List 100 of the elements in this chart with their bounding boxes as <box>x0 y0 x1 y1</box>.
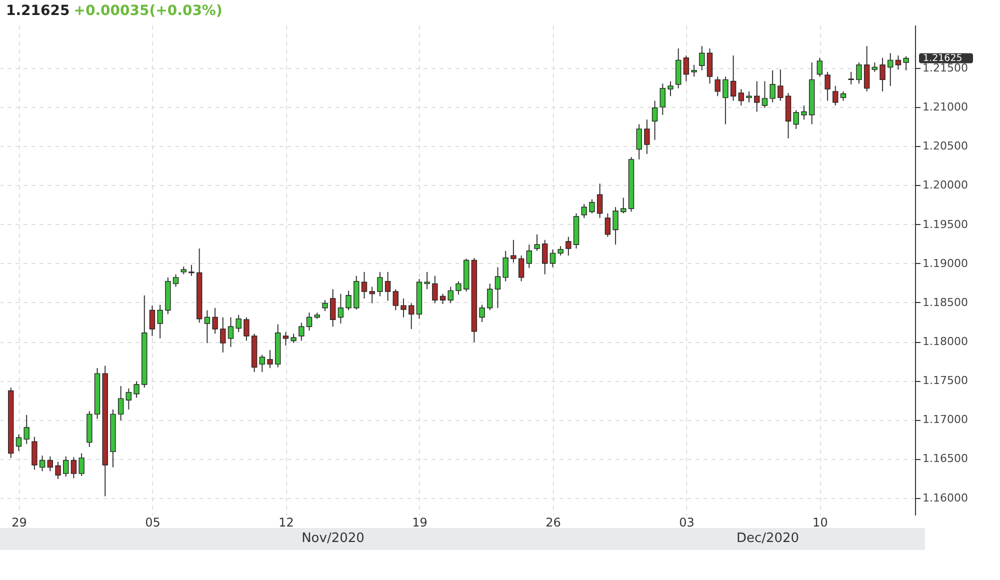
x-tick-label: 05 <box>145 516 160 530</box>
candlestick <box>706 48 713 84</box>
candlestick <box>880 57 886 92</box>
x-tick-label: 12 <box>278 516 294 530</box>
candlestick <box>534 234 540 252</box>
candlestick <box>392 288 399 311</box>
chart-title: 1.21625 <box>6 3 70 19</box>
candlestick <box>903 56 909 71</box>
x-tick-label: 29 <box>12 516 27 530</box>
candlestick <box>400 298 406 318</box>
candlestick <box>456 280 462 296</box>
candlestick <box>188 264 194 276</box>
candlestick <box>157 304 163 339</box>
y-tick-label: 1.17500 <box>922 374 968 388</box>
candlestick <box>542 239 548 275</box>
text: Nov/2020 <box>302 531 364 546</box>
candlestick <box>487 283 493 311</box>
candlestick <box>793 110 799 130</box>
candlestick <box>55 461 61 480</box>
candlestick <box>864 46 870 92</box>
candlestick <box>361 271 368 300</box>
candlestick <box>448 286 454 304</box>
candlestick <box>236 314 242 333</box>
candlestick <box>762 80 768 108</box>
x-tick-label: 03 <box>679 516 694 530</box>
x-tick-label: 10 <box>812 516 828 530</box>
y-tick-label: 1.16500 <box>922 452 968 466</box>
y-tick-label: 1.17000 <box>922 413 968 426</box>
y-tick-label: 1.21000 <box>922 100 968 114</box>
candlestick <box>770 70 776 103</box>
candlestick <box>832 85 838 106</box>
candlestick <box>550 248 556 268</box>
candlestick <box>620 197 626 214</box>
candlestick <box>134 380 140 398</box>
candlestick <box>581 203 587 219</box>
candlestick <box>259 354 266 372</box>
candlestick <box>16 434 22 452</box>
candlestick <box>70 456 77 479</box>
candlestick <box>824 71 830 102</box>
candlestick <box>47 456 53 472</box>
candlestick <box>330 288 336 328</box>
x-tick-label: 26 <box>546 516 561 530</box>
candlestick <box>518 255 524 282</box>
candlestick <box>126 388 132 410</box>
candlestick <box>346 290 352 311</box>
candlestick <box>502 250 508 282</box>
candlestick <box>24 414 30 444</box>
text: Dec/2020 <box>736 531 800 546</box>
candlestick <box>118 386 124 421</box>
candlestick <box>306 312 312 332</box>
candlestick <box>63 456 69 478</box>
candlestick <box>596 183 603 219</box>
candlestick <box>212 307 218 334</box>
chart-subtitle: +0.00035(+0.03%) <box>74 3 222 19</box>
candlestick <box>738 88 744 106</box>
candlestick <box>652 100 658 140</box>
y-tick-label: 1.18000 <box>922 335 968 348</box>
candlestick <box>895 54 902 70</box>
candlestick <box>494 266 501 308</box>
candlestick <box>282 332 289 346</box>
candlestick <box>816 57 823 78</box>
candlestick <box>384 271 391 302</box>
candlestick <box>801 104 807 120</box>
candlestick <box>149 305 156 337</box>
candlestick <box>589 198 595 214</box>
candlestick <box>872 62 878 72</box>
candlestick <box>660 83 666 116</box>
y-tick-label: 1.19000 <box>922 256 968 270</box>
candlestick <box>668 80 674 97</box>
candlestick <box>644 119 650 154</box>
y-tick-label: 1.19500 <box>922 218 968 231</box>
candlestick <box>856 62 862 84</box>
candlestick <box>722 76 728 125</box>
candlestick <box>840 90 846 102</box>
candlestick <box>526 244 532 269</box>
candlestick <box>510 239 516 264</box>
candlestick <box>267 350 273 369</box>
candlestick <box>730 54 736 102</box>
candlestick <box>440 293 446 304</box>
candlestick <box>683 54 690 82</box>
candlestick <box>290 333 296 344</box>
candlestick <box>32 436 38 470</box>
candlestick <box>377 271 383 297</box>
candlestick <box>244 316 250 342</box>
candlestick <box>78 452 84 476</box>
y-tick-label: 1.18500 <box>922 296 968 309</box>
candlestick <box>604 212 611 238</box>
candlestick <box>432 275 438 304</box>
candlestick <box>338 293 344 324</box>
candlestick <box>778 69 784 102</box>
candlestick <box>298 322 304 342</box>
candlestick <box>746 90 752 103</box>
y-tick-label: 1.20500 <box>922 140 968 153</box>
candlestick <box>322 300 328 312</box>
candlestick <box>172 274 179 288</box>
candlestick <box>848 71 854 85</box>
candlestick <box>888 52 894 86</box>
candlestick <box>558 246 564 256</box>
candlestick <box>699 46 705 71</box>
candlestick <box>369 286 375 304</box>
